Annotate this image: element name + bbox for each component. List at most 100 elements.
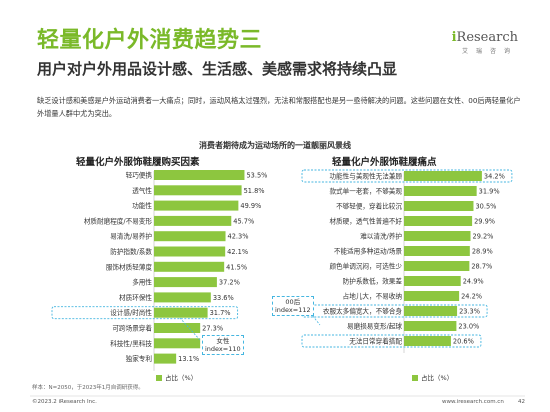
- right-category-label: 占地儿大，不易收纳: [343, 292, 403, 301]
- left-legend: 占比（%）: [156, 372, 197, 382]
- right-bar: [404, 201, 474, 211]
- right-bar: [404, 276, 461, 286]
- right-bar: [404, 246, 470, 256]
- post00-index-text: 00后 index=112: [275, 298, 311, 314]
- female-index-text: 女性 index=110: [205, 337, 241, 353]
- left-category-label: 防护指数/系数: [110, 247, 152, 256]
- right-value-label: 29.9%: [474, 218, 495, 226]
- left-value-label: 13.1%: [178, 355, 199, 363]
- left-value-label: 41.5%: [226, 263, 247, 271]
- right-category-label: 功能性与美观性无法兼顾: [329, 172, 402, 181]
- left-bar: [154, 323, 201, 333]
- left-bar: [154, 231, 226, 242]
- right-category-label: 易磨损易变形/起球: [347, 322, 402, 331]
- left-category-label: 轻巧便携: [126, 171, 153, 180]
- logo-brand-prefix: i: [451, 30, 457, 45]
- logo-brand: iResearch: [452, 30, 518, 45]
- female-callout-connector: [179, 317, 201, 341]
- right-bar: [404, 291, 460, 301]
- left-value-label: 49.9%: [240, 202, 261, 210]
- right-bar: [404, 216, 473, 226]
- left-category-label: 功能性: [132, 201, 152, 210]
- left-bar: [154, 246, 226, 257]
- sample-note: 样本：N=2050，于2023年1月自调研获得。: [32, 385, 144, 391]
- right-value-label: 28.9%: [472, 248, 493, 256]
- left-value-label: 37.2%: [219, 279, 240, 287]
- left-bar: [154, 185, 242, 196]
- right-value-label: 31.9%: [479, 188, 500, 196]
- left-category-label: 科技性/黑科技: [110, 339, 152, 348]
- right-value-label: 23.0%: [458, 323, 479, 331]
- right-value-label: 29.2%: [473, 233, 494, 241]
- right-bar: [404, 171, 482, 181]
- left-category-label: 材质环保性: [119, 293, 152, 302]
- legend-label: 占比（%）: [165, 374, 198, 382]
- right-value-label: 23.3%: [459, 308, 480, 316]
- left-category-label: 服饰材质轻薄度: [106, 262, 153, 271]
- left-bar: [154, 261, 225, 272]
- right-bar: [404, 186, 477, 196]
- left-value-label: 42.1%: [227, 248, 248, 256]
- left-bar: [154, 200, 239, 211]
- right-value-label: 24.2%: [461, 293, 482, 301]
- logo-cn: 艾瑞咨询: [461, 48, 518, 55]
- left-bar: [154, 170, 245, 180]
- right-bar: [404, 336, 451, 346]
- right-category-label: 难以清洗/养护: [360, 232, 402, 241]
- right-chart-title: 轻量化户外服饰鞋履痛点: [332, 157, 437, 168]
- left-category-label: 独家专利: [126, 354, 153, 363]
- left-category-label: 透气性: [132, 186, 152, 195]
- right-legend: 占比（%）: [412, 372, 453, 382]
- page-subtitle: 用户对户外用品设计感、生活感、美感需求将持续凸显: [37, 60, 398, 78]
- right-value-label: 24.9%: [463, 278, 484, 286]
- logo-brand-rest: Research: [456, 30, 518, 45]
- right-category-label: 无法日常穿着搭配: [349, 337, 402, 346]
- female-index-callout: 女性 index=110: [202, 335, 244, 355]
- right-value-label: 28.7%: [471, 263, 492, 271]
- right-highlight-box: [301, 169, 513, 183]
- footer-copyright: ©2023.2 iResearch Inc.: [32, 399, 97, 405]
- right-bar: [404, 321, 457, 331]
- left-value-label: 42.3%: [228, 233, 249, 241]
- right-category-label: 不够轻便，穿着比较沉: [336, 202, 402, 211]
- legend-label: 占比（%）: [421, 374, 454, 382]
- right-bar: [404, 231, 471, 241]
- right-bar: [404, 261, 470, 271]
- left-chart-title: 轻量化户外服饰鞋履购买因素: [76, 157, 200, 168]
- left-category-label: 材质耐磨程度/不易变形: [84, 216, 153, 225]
- left-bar: [154, 338, 201, 349]
- right-category-label: 款式单一老套，不够美观: [329, 187, 402, 196]
- iresearch-logo: iResearch 艾瑞咨询: [452, 30, 518, 55]
- left-bar: [154, 215, 232, 226]
- page-description: 缺乏设计感和美感是户外运动消费者一大痛点；同时，运动风格太过强烈，无法和常服搭配…: [37, 96, 521, 118]
- page-title: 轻量化户外消费趋势三: [37, 28, 263, 53]
- left-bar: [154, 277, 217, 288]
- legend-swatch: [156, 375, 162, 381]
- right-category-label: 衣服太多偏宽大，不够合身: [323, 307, 403, 316]
- left-category-label: 多用性: [132, 278, 152, 287]
- left-value-label: 51.8%: [244, 187, 265, 195]
- left-value-label: 27.3%: [202, 325, 223, 333]
- left-value-label: 33.6%: [213, 294, 234, 302]
- right-value-label: 20.6%: [453, 338, 474, 346]
- left-bar: [154, 307, 208, 318]
- right-bar: [404, 306, 458, 316]
- right-value-label: 34.2%: [484, 173, 505, 181]
- right-category-label: 材质硬，透气性普遍不好: [329, 217, 402, 226]
- footer-page: 42: [518, 399, 525, 405]
- left-category-label: 可跨场景穿着: [112, 324, 152, 333]
- right-category-label: 不能适用多种运动/场景: [334, 247, 403, 256]
- left-category-label: 易清洗/易养护: [110, 232, 152, 241]
- right-category-label: 防护系数低，效果差: [343, 277, 403, 286]
- right-value-label: 30.5%: [475, 203, 496, 211]
- legend-swatch: [412, 375, 418, 381]
- post00-index-callout: 00后 index=112: [272, 296, 314, 316]
- center-title: 消费者期待成为运动场所的一道靓丽风景线: [199, 141, 351, 150]
- right-category-label: 颜色单调沉闷，可选性少: [329, 262, 402, 271]
- left-value-label: 45.7%: [233, 217, 254, 225]
- footer-url: www.iresearch.com.cn: [442, 399, 504, 405]
- left-category-label: 设计感/时尚性: [110, 308, 152, 317]
- left-bar: [154, 292, 211, 303]
- left-bar: [154, 353, 177, 364]
